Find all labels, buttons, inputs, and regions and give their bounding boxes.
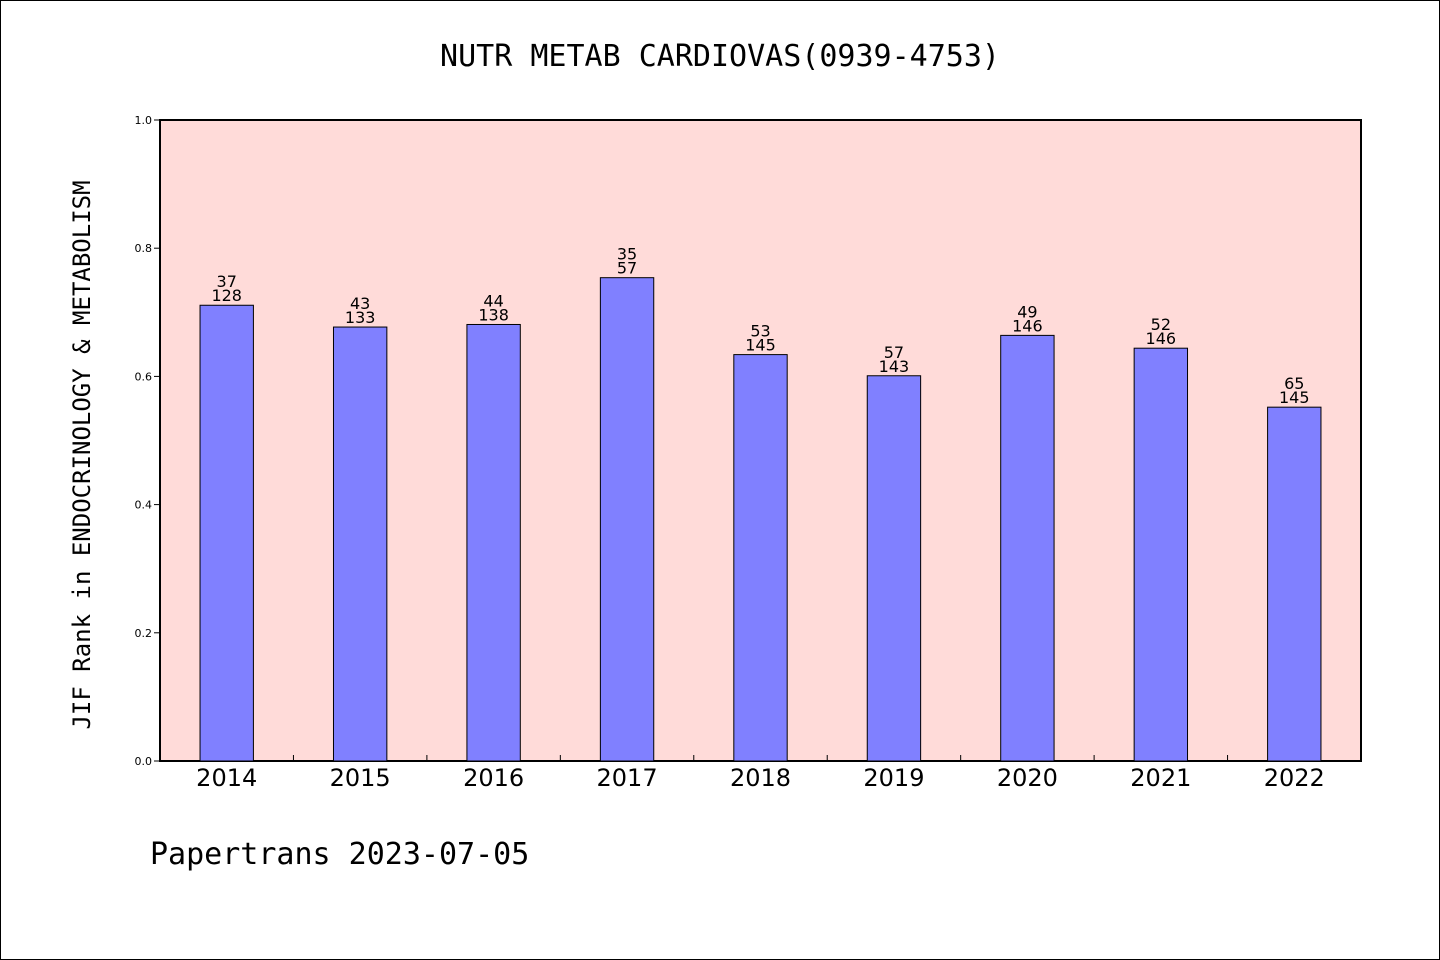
bar-2022 xyxy=(1267,406,1322,762)
bar-2014 xyxy=(199,304,254,762)
x-tick-label: 2017 xyxy=(597,764,658,792)
bar-rank-label: 65 xyxy=(1284,374,1304,393)
bar-rank-label: 44 xyxy=(483,291,503,310)
bar-rank-label: 37 xyxy=(217,272,237,291)
footer-credit: Papertrans 2023-07-05 xyxy=(150,837,529,872)
bar-rank-label: 43 xyxy=(350,294,370,313)
bar-rank-label: 49 xyxy=(1017,302,1037,321)
y-tick-label: 1.0 xyxy=(135,114,153,127)
x-axis-ticks: 2014 2015 2016 2017 2018 2019 2020 2021 2022 xyxy=(196,755,1325,792)
y-tick-label: 0.2 xyxy=(135,627,153,640)
bar-2021 xyxy=(1133,347,1189,762)
chart-title: NUTR METAB CARDIOVAS(0939-4753) xyxy=(440,39,1000,74)
x-tick-label: 2016 xyxy=(463,764,524,792)
bar-2019 xyxy=(866,375,922,762)
bar-total-label: 143 xyxy=(879,357,910,376)
bar-rank-label: 52 xyxy=(1151,315,1171,334)
bar-total-label: 57 xyxy=(617,259,637,278)
y-tick-label: 0.8 xyxy=(135,242,153,255)
bar-2018 xyxy=(733,354,788,762)
bar-2020 xyxy=(1000,334,1055,762)
bar-rank-label: 53 xyxy=(750,322,770,341)
y-tick-label: 0.6 xyxy=(135,370,153,383)
bar-rank-label: 35 xyxy=(617,245,637,264)
bar-2017 xyxy=(599,277,655,762)
y-axis-ticks: 0.0 0.2 0.4 0.6 0.8 1.0 xyxy=(135,114,160,768)
bar-total-label: 145 xyxy=(1279,388,1310,407)
bar-total-label: 146 xyxy=(1146,329,1177,348)
y-axis-label: JIF Rank in ENDOCRINOLOGY & METABOLISM xyxy=(68,180,96,729)
x-tick-label: 2019 xyxy=(863,764,924,792)
x-tick-label: 2021 xyxy=(1130,764,1191,792)
bar-total-label: 138 xyxy=(478,305,509,324)
x-tick-label: 2020 xyxy=(997,764,1058,792)
x-tick-label: 2015 xyxy=(330,764,391,792)
bar-total-label: 133 xyxy=(345,308,376,327)
y-tick-label: 0.4 xyxy=(135,499,153,512)
bar-rank-label: 57 xyxy=(884,343,904,362)
bar-total-label: 146 xyxy=(1012,316,1043,335)
x-tick-label: 2022 xyxy=(1264,764,1325,792)
x-tick-label: 2018 xyxy=(730,764,791,792)
y-tick-label: 0.0 xyxy=(135,755,153,768)
bar-total-label: 128 xyxy=(211,286,242,305)
bar-2016 xyxy=(466,323,521,762)
bar-2015 xyxy=(332,326,388,762)
x-tick-label: 2014 xyxy=(196,764,257,792)
bar-total-label: 145 xyxy=(745,336,776,355)
